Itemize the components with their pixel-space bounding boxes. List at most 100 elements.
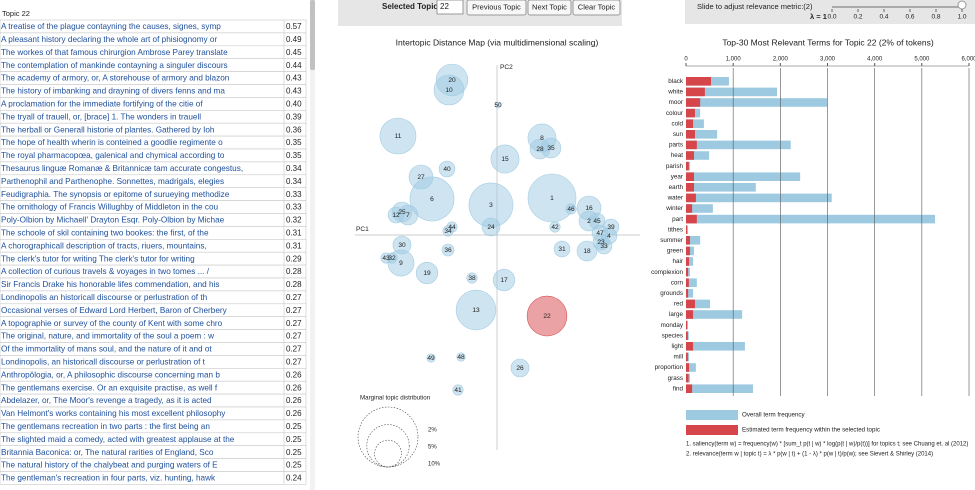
- term-bar[interactable]: [686, 352, 688, 362]
- term-bar[interactable]: [686, 140, 791, 150]
- term-label[interactable]: grounds: [660, 290, 683, 297]
- term-bar[interactable]: [686, 87, 778, 97]
- topic-label[interactable]: 6: [430, 196, 434, 203]
- button-label[interactable]: Clear Topic: [578, 2, 616, 11]
- document-title[interactable]: A collection of curious travels & voyage…: [1, 267, 210, 276]
- term-bar[interactable]: [686, 342, 694, 351]
- document-title[interactable]: Londinopolis an historicall discourse or…: [1, 293, 208, 302]
- term-bar[interactable]: [686, 151, 695, 160]
- term-bar[interactable]: [686, 225, 688, 234]
- term-label[interactable]: green: [667, 248, 684, 255]
- term-bar[interactable]: [686, 289, 694, 298]
- topic-circle[interactable]: [387, 206, 405, 224]
- topic-input[interactable]: [436, 0, 464, 15]
- term-bar[interactable]: [686, 257, 694, 266]
- topic-label[interactable]: 46: [567, 206, 575, 213]
- term-bar[interactable]: [686, 363, 690, 372]
- topic-label[interactable]: 23: [597, 239, 605, 246]
- topic-circle[interactable]: [466, 272, 478, 284]
- topic-circle[interactable]: [409, 176, 455, 222]
- document-title[interactable]: Abdelazer, or, The Moor's revenge a trag…: [1, 396, 212, 405]
- term-label[interactable]: moor: [669, 99, 683, 106]
- document-title[interactable]: The ornithology of Francis Willughby of …: [1, 203, 219, 212]
- document-title[interactable]: Poly-Olbion by Michaell' Drayton Esqr. P…: [1, 216, 225, 225]
- topic-circle[interactable]: [526, 295, 568, 337]
- term-bar[interactable]: [686, 299, 695, 309]
- document-title[interactable]: Parthenophil and Parthenophe. Sonnettes,…: [1, 177, 224, 186]
- term-bar[interactable]: [686, 183, 756, 192]
- topic-circle[interactable]: [540, 137, 562, 159]
- topic-label[interactable]: 10: [445, 87, 453, 94]
- topic-circle[interactable]: [456, 352, 466, 362]
- topic-circle[interactable]: [455, 289, 497, 331]
- term-bar[interactable]: [686, 310, 743, 319]
- topic-label[interactable]: 16: [585, 205, 593, 212]
- term-label[interactable]: year: [671, 173, 683, 180]
- term-bar[interactable]: [686, 278, 697, 287]
- topic-label[interactable]: 40: [443, 166, 451, 173]
- topic-circle[interactable]: [481, 217, 501, 237]
- term-bar[interactable]: [686, 289, 689, 298]
- term-bar[interactable]: [686, 310, 694, 319]
- topic-label[interactable]: 1: [550, 195, 554, 202]
- topic-label[interactable]: 45: [593, 218, 601, 225]
- term-bar[interactable]: [686, 331, 688, 340]
- document-title[interactable]: A treatise of the plague contayning the …: [1, 22, 221, 31]
- topic-label[interactable]: 39: [607, 224, 615, 231]
- topic-label[interactable]: 4: [607, 233, 611, 240]
- slider-knob[interactable]: [957, 0, 967, 10]
- scrollbar-thumb[interactable]: [310, 0, 315, 70]
- topic-circle[interactable]: [379, 117, 417, 155]
- topic-label[interactable]: 8: [540, 135, 544, 142]
- term-label[interactable]: water: [667, 195, 683, 202]
- topic-label[interactable]: 24: [487, 224, 495, 231]
- topic-label[interactable]: 50: [494, 102, 502, 109]
- topic-label[interactable]: 26: [516, 365, 524, 372]
- term-bar[interactable]: [686, 246, 691, 256]
- topic-label[interactable]: 27: [417, 174, 425, 181]
- term-bar[interactable]: [686, 140, 697, 150]
- topic-label[interactable]: 41: [454, 387, 462, 394]
- document-title[interactable]: The natural history of the chalybeat and…: [1, 461, 218, 470]
- topic-label[interactable]: 32: [388, 255, 396, 262]
- topic-circle[interactable]: [549, 221, 561, 233]
- topic-input-value[interactable]: 22: [440, 2, 449, 11]
- document-title[interactable]: A chorographicall description of tracts,…: [1, 241, 207, 250]
- topic-circle[interactable]: [438, 160, 456, 178]
- topic-circle[interactable]: [490, 144, 520, 174]
- document-title[interactable]: The hope of health wherin is conteined a…: [1, 138, 223, 147]
- term-bar[interactable]: [686, 130, 695, 139]
- term-bar[interactable]: [686, 151, 710, 160]
- button-label[interactable]: Previous Topic: [472, 2, 521, 11]
- term-bar[interactable]: [686, 161, 689, 171]
- document-title[interactable]: Feudigraphia. The synopsis or epitome of…: [1, 190, 230, 199]
- term-bar[interactable]: [686, 130, 718, 139]
- topic-circle[interactable]: [441, 243, 455, 257]
- document-title[interactable]: A pleasant history declaring the whole a…: [1, 35, 217, 44]
- topic-label[interactable]: 17: [500, 277, 508, 284]
- term-label[interactable]: monday: [661, 322, 684, 329]
- term-bar[interactable]: [686, 108, 695, 118]
- term-label[interactable]: tithes: [668, 226, 683, 233]
- topic-circle[interactable]: [553, 240, 571, 258]
- topic-circle[interactable]: [595, 237, 613, 255]
- term-label[interactable]: winter: [665, 205, 683, 212]
- document-title[interactable]: Londinopolis, an historicall discourse o…: [1, 358, 206, 367]
- document-title[interactable]: The tryall of trauell, or, [brace] 1. Th…: [1, 112, 201, 121]
- term-label[interactable]: complexion: [651, 269, 683, 276]
- term-bar[interactable]: [686, 299, 711, 309]
- term-label[interactable]: heat: [671, 152, 684, 159]
- topic-label[interactable]: 18: [583, 248, 591, 255]
- term-label[interactable]: find: [673, 385, 684, 392]
- table-row[interactable]: [0, 471, 307, 485]
- term-label[interactable]: part: [672, 216, 683, 223]
- document-title[interactable]: A proclamation for the immediate fortify…: [1, 100, 203, 109]
- term-label[interactable]: grass: [668, 375, 683, 382]
- term-bar[interactable]: [686, 119, 694, 128]
- term-label[interactable]: mill: [674, 354, 683, 361]
- term-bar[interactable]: [686, 373, 689, 383]
- topic-label[interactable]: 38: [468, 275, 476, 282]
- term-label[interactable]: black: [668, 78, 684, 85]
- document-title[interactable]: Britannia Baconica: or, The natural rari…: [1, 448, 214, 457]
- topic-label[interactable]: 7: [406, 212, 410, 219]
